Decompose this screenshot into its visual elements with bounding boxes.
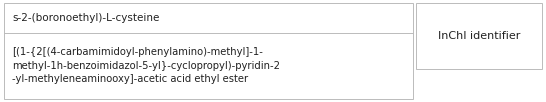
Text: InChI identifier: InChI identifier — [438, 31, 520, 41]
Text: s-2-(boronoethyl)-L-cysteine: s-2-(boronoethyl)-L-cysteine — [12, 13, 159, 23]
Text: [(1-{2[(4-carbamimidoyl-phenylamino)-methyl]-1-
methyl-1h-benzoimidazol-5-yl}-cy: [(1-{2[(4-carbamimidoyl-phenylamino)-met… — [12, 47, 280, 84]
Bar — [4, 3, 413, 99]
Bar — [416, 3, 542, 69]
